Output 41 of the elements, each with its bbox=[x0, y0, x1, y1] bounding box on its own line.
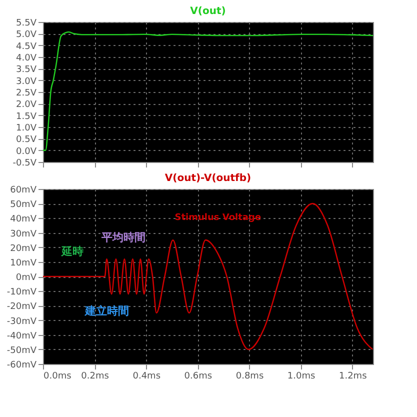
y-tick-label: -0.5V bbox=[12, 158, 38, 168]
y-tick-label: 30mV bbox=[10, 229, 38, 240]
y-tick-label: 20mV bbox=[10, 244, 38, 254]
y-tick-label: 0.5V bbox=[16, 135, 38, 146]
y-tick-label: 10mV bbox=[10, 258, 38, 268]
y-tick-label: 1.5V bbox=[16, 112, 38, 122]
y-tick-label: 0mV bbox=[16, 273, 38, 283]
y-tick-label: 2.5V bbox=[16, 88, 38, 98]
y-tick-label: 1.0V bbox=[16, 124, 38, 134]
y-tick-label: 0.0V bbox=[16, 146, 38, 157]
x-tick-label: 0.6ms bbox=[184, 372, 212, 382]
y-tick-label: 40mV bbox=[10, 214, 38, 225]
y-tick-label: 4.5V bbox=[16, 42, 38, 52]
y-tick-label: 3.5V bbox=[16, 65, 38, 76]
y-tick-label: -30mV bbox=[6, 316, 38, 327]
y-tick-label: -50mV bbox=[6, 346, 38, 356]
text: V(out)-V(outfb) bbox=[164, 173, 252, 184]
x-tick-label: 0.8ms bbox=[236, 372, 264, 382]
x-tick-label: 1.0ms bbox=[287, 372, 316, 382]
x-tick-label: 0.2ms bbox=[81, 372, 110, 382]
y-tick-label: 4.0V bbox=[16, 54, 38, 64]
y-tick-label: 5.0V bbox=[16, 30, 38, 40]
line-series bbox=[42, 31, 374, 151]
x-tick-label: 0.4ms bbox=[132, 372, 161, 382]
y-tick-label: -60mV bbox=[6, 360, 38, 370]
y-tick-label: -40mV bbox=[6, 331, 38, 342]
y-tick-label: -10mV bbox=[6, 288, 38, 298]
y-tick-label: 2.0V bbox=[16, 100, 38, 110]
x-tick-label: 0.0ms bbox=[44, 372, 72, 382]
x-tick-label: 1.2ms bbox=[338, 372, 368, 382]
y-tick-label: 3.0V bbox=[16, 76, 38, 87]
y-tick-label: 5.5V bbox=[16, 18, 38, 28]
annotation: 延時 bbox=[60, 245, 84, 258]
annotation: Stimulus Voltage bbox=[174, 213, 262, 223]
annotation: 平均時間 bbox=[100, 231, 146, 244]
y-tick-label: -20mV bbox=[6, 302, 38, 312]
series-label: V(out) bbox=[190, 6, 226, 17]
line-series bbox=[42, 202, 374, 350]
y-tick-label: 50mV bbox=[10, 200, 38, 210]
annotation: 建立時間 bbox=[84, 304, 129, 318]
y-tick-label: 60mV bbox=[10, 186, 38, 196]
